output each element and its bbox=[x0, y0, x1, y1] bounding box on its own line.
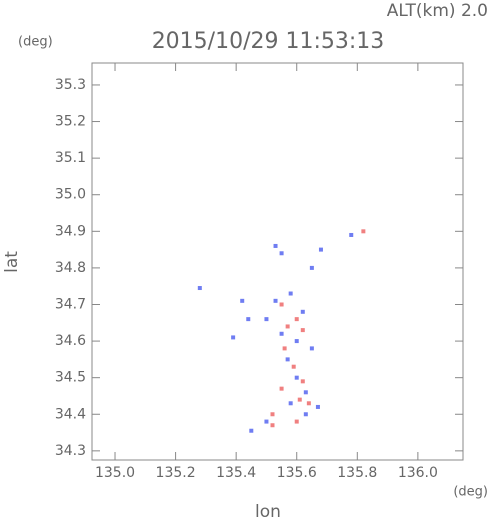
point bbox=[300, 328, 305, 333]
point bbox=[273, 243, 278, 248]
y-tick-label: 35.1 bbox=[55, 150, 86, 166]
point bbox=[300, 379, 305, 384]
point bbox=[300, 309, 305, 314]
point bbox=[318, 247, 323, 252]
point bbox=[294, 339, 299, 344]
y-tick-label: 35.3 bbox=[55, 77, 86, 93]
x-tick-label: 135.2 bbox=[156, 465, 196, 481]
point bbox=[270, 412, 275, 417]
altitude-annotation: ALT(km) 2.0 bbox=[387, 1, 488, 21]
x-axis-label: lon bbox=[255, 502, 281, 521]
y-tick-label: 34.7 bbox=[55, 296, 86, 312]
point bbox=[279, 302, 284, 307]
point bbox=[294, 375, 299, 380]
x-tick-label: 135.4 bbox=[216, 465, 256, 481]
point bbox=[279, 386, 284, 391]
point bbox=[279, 251, 284, 256]
x-unit: (deg) bbox=[453, 485, 488, 500]
y-tick-label: 34.9 bbox=[55, 223, 86, 239]
y-unit: (deg) bbox=[18, 35, 53, 50]
point bbox=[303, 412, 308, 417]
point bbox=[264, 419, 269, 424]
y-tick-label: 35.2 bbox=[55, 114, 86, 130]
point bbox=[197, 286, 202, 291]
x-tick-label: 135.8 bbox=[337, 465, 377, 481]
y-tick-label: 34.5 bbox=[55, 370, 86, 386]
plot-frame bbox=[91, 62, 464, 461]
y-tick-label: 34.4 bbox=[55, 406, 86, 422]
x-tick-label: 136.0 bbox=[398, 465, 438, 481]
point bbox=[361, 229, 366, 234]
point bbox=[297, 397, 302, 402]
point bbox=[273, 298, 278, 303]
point bbox=[264, 317, 269, 322]
point bbox=[309, 346, 314, 351]
point bbox=[246, 317, 251, 322]
point bbox=[288, 401, 293, 406]
chart-title: 2015/10/29 11:53:13 bbox=[152, 29, 385, 54]
point bbox=[306, 401, 311, 406]
point bbox=[279, 331, 284, 336]
y-tick-label: 34.3 bbox=[55, 443, 86, 459]
point bbox=[309, 265, 314, 270]
y-tick-label: 34.6 bbox=[55, 333, 86, 349]
point bbox=[294, 317, 299, 322]
y-tick-label: 35.0 bbox=[55, 187, 86, 203]
point bbox=[288, 291, 293, 296]
point bbox=[249, 428, 254, 433]
point bbox=[294, 419, 299, 424]
point bbox=[285, 324, 290, 329]
point bbox=[315, 404, 320, 409]
y-axis-label: lat bbox=[2, 251, 22, 273]
y-tick-label: 34.8 bbox=[55, 260, 86, 276]
point bbox=[303, 390, 308, 395]
point bbox=[240, 298, 245, 303]
point bbox=[231, 335, 236, 340]
x-tick-label: 135.0 bbox=[95, 465, 135, 481]
x-tick-label: 135.6 bbox=[277, 465, 317, 481]
point bbox=[285, 357, 290, 362]
point bbox=[349, 232, 354, 237]
point bbox=[270, 423, 275, 428]
point bbox=[291, 364, 296, 369]
point bbox=[282, 346, 287, 351]
